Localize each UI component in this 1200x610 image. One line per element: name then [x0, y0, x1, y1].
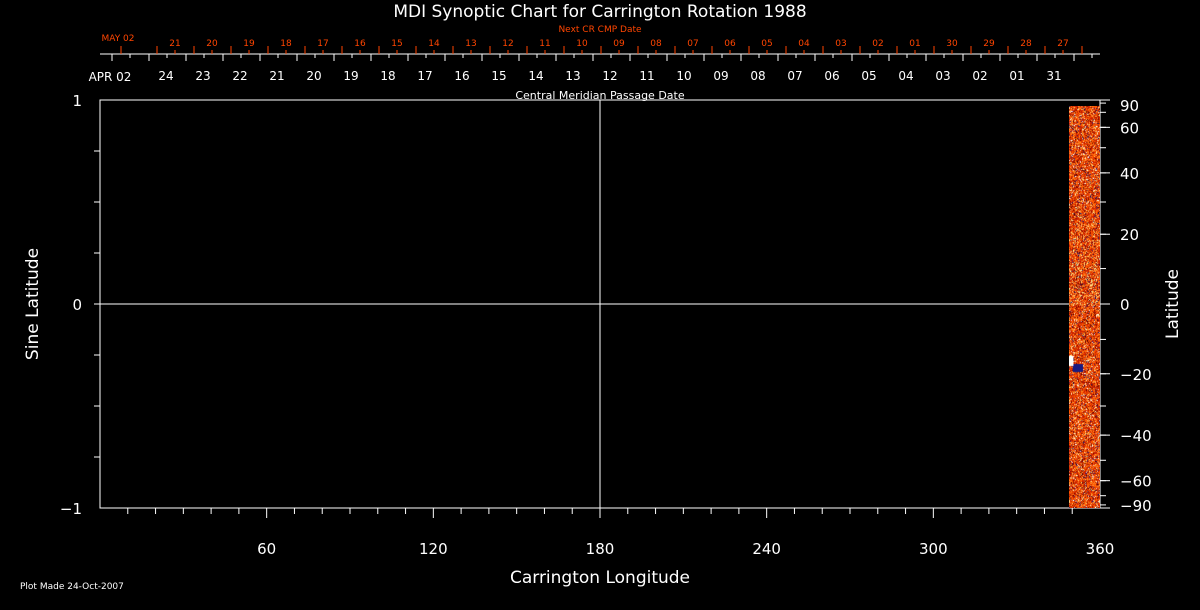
y2-tick-label: 40	[1120, 165, 1139, 183]
y-axis-label: Sine Latitude	[23, 248, 43, 360]
cmp-date-label: 15	[491, 69, 506, 83]
cmp-date-label: 22	[232, 69, 247, 83]
next-date-label: 29	[983, 39, 995, 49]
plot-made-footer: Plot Made 24-Oct-2007	[20, 582, 124, 592]
next-date-label: 15	[391, 39, 402, 49]
next-date-label: 17	[317, 39, 328, 49]
y2-tick-label: 60	[1120, 119, 1139, 137]
x-tick-label: 300	[919, 540, 948, 558]
y2-tick-label: 90	[1120, 97, 1139, 115]
x-tick-label: 360	[1086, 540, 1115, 558]
y2-axis-label: Latitude	[1163, 269, 1183, 339]
cmp-date-label: 03	[935, 69, 950, 83]
x-tick-label: 180	[586, 540, 615, 558]
cmp-date-label: 13	[565, 69, 580, 83]
cmp-date-label: 02	[972, 69, 987, 83]
next-date-label: 03	[835, 39, 846, 49]
next-date-label: 14	[428, 39, 440, 49]
cmp-date-label: 10	[676, 69, 691, 83]
y2-tick-label: −90	[1120, 497, 1152, 515]
top-axis-label: Central Meridian Passage Date	[515, 89, 684, 102]
next-date-label: 20	[206, 39, 218, 49]
next-date-label: 12	[502, 39, 513, 49]
cmp-date-label: 23	[195, 69, 210, 83]
cmp-start-label: APR 02	[89, 70, 132, 84]
next-date-label: 21	[169, 39, 180, 49]
chart-title: MDI Synoptic Chart for Carrington Rotati…	[393, 2, 806, 22]
y-tick-label: 1	[72, 92, 82, 110]
next-date-label: 13	[465, 39, 476, 49]
x-tick-label: 60	[257, 540, 276, 558]
magnetogram-data-strip	[1069, 106, 1100, 508]
next-axis-label: Next CR CMP Date	[558, 25, 642, 35]
y-tick-label: 0	[72, 296, 82, 314]
cmp-date-label: 24	[158, 69, 173, 83]
cmp-date-label: 05	[861, 69, 876, 83]
cmp-date-label: 08	[750, 69, 765, 83]
next-date-label: 27	[1057, 39, 1068, 49]
cmp-date-label: 07	[787, 69, 802, 83]
cmp-date-label: 09	[713, 69, 728, 83]
next-date-label: 11	[539, 39, 550, 49]
cmp-date-label: 18	[380, 69, 395, 83]
y2-tick-label: −20	[1120, 366, 1152, 384]
cmp-date-label: 19	[343, 69, 358, 83]
next-date-label: 19	[243, 39, 255, 49]
next-date-label: 18	[280, 39, 292, 49]
x-tick-label: 240	[752, 540, 781, 558]
next-date-label: 16	[354, 39, 366, 49]
next-date-label: 10	[576, 39, 588, 49]
y2-tick-label: −60	[1120, 473, 1152, 491]
next-date-label: 01	[909, 39, 920, 49]
next-date-label: 06	[724, 39, 736, 49]
cmp-date-label: 04	[898, 69, 913, 83]
next-date-label: 05	[761, 39, 772, 49]
cmp-date-label: 06	[824, 69, 839, 83]
y-tick-label: −1	[60, 500, 82, 518]
cmp-date-label: 21	[269, 69, 284, 83]
cmp-date-label: 12	[602, 69, 617, 83]
next-date-label: 04	[798, 39, 810, 49]
x-tick-label: 120	[419, 540, 448, 558]
y2-tick-label: −40	[1120, 427, 1152, 445]
next-date-label: 02	[872, 39, 883, 49]
cmp-date-label: 20	[306, 69, 321, 83]
x-axis-label: Carrington Longitude	[510, 568, 690, 588]
next-date-label: 08	[650, 39, 662, 49]
cmp-date-label: 17	[417, 69, 432, 83]
next-date-label: 07	[687, 39, 698, 49]
cmp-date-label: 16	[454, 69, 469, 83]
y2-tick-label: 0	[1120, 296, 1130, 314]
cmp-date-label: 01	[1009, 69, 1024, 83]
cmp-date-label: 14	[528, 69, 543, 83]
next-date-label: 30	[946, 39, 958, 49]
next-date-label: 28	[1020, 39, 1032, 49]
next-start-label: MAY 02	[101, 34, 134, 44]
cmp-date-label: 11	[639, 69, 654, 83]
cmp-date-label: 31	[1046, 69, 1061, 83]
next-date-label: 09	[613, 39, 625, 49]
y2-tick-label: 20	[1120, 226, 1139, 244]
